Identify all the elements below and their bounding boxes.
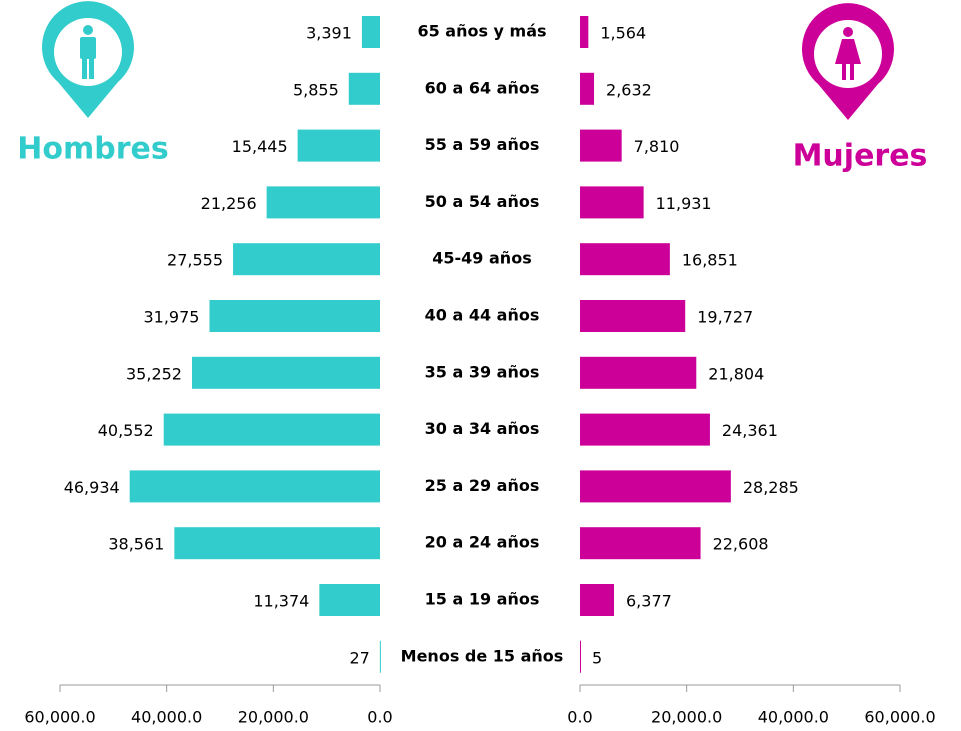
bar: [580, 584, 615, 616]
x-tick-label: 0.0: [367, 708, 392, 727]
bar: [580, 16, 589, 48]
value-label: 22,608: [713, 535, 769, 554]
value-label: 6,377: [626, 592, 672, 611]
bar: [580, 356, 697, 389]
x-tick-label: 40,000.0: [131, 708, 202, 727]
bar: [319, 584, 380, 616]
bar: [580, 640, 581, 673]
category-label: 40 a 44 años: [425, 306, 540, 325]
bar: [580, 186, 644, 219]
bar: [297, 129, 380, 162]
bar: [266, 186, 380, 219]
series-label: Hombres: [17, 132, 168, 167]
value-label: 40,552: [98, 421, 154, 440]
x-tick-label: 0.0: [567, 708, 592, 727]
value-label: 15,445: [232, 137, 288, 156]
value-label: 27: [349, 648, 369, 667]
category-label: 25 a 29 años: [425, 476, 540, 495]
bar: [163, 413, 380, 446]
category-label: 55 a 59 años: [425, 135, 540, 154]
value-label: 11,931: [656, 194, 712, 213]
category-label: 45-49 años: [432, 249, 531, 268]
bar: [580, 527, 701, 560]
bar: [129, 470, 380, 503]
bar: [580, 470, 731, 503]
value-label: 3,391: [306, 24, 352, 43]
x-tick-label: 20,000.0: [238, 708, 309, 727]
bar: [580, 300, 686, 332]
category-label: 15 a 19 años: [425, 590, 540, 609]
value-label: 21,256: [201, 194, 257, 213]
bar: [580, 129, 622, 162]
bar: [379, 640, 381, 673]
value-label: 28,285: [743, 478, 799, 497]
value-label: 7,810: [634, 137, 680, 156]
value-label: 19,727: [697, 308, 753, 327]
value-label: 27,555: [167, 251, 223, 270]
bar: [174, 527, 380, 560]
female-pin: [802, 3, 895, 120]
series-label: Mujeres: [793, 139, 928, 174]
category-label: Menos de 15 años: [401, 646, 564, 665]
value-label: 21,804: [708, 364, 764, 383]
bar: [580, 413, 710, 446]
bar: [580, 243, 670, 276]
value-label: 1,564: [600, 24, 646, 43]
category-label: 35 a 39 años: [425, 362, 540, 381]
male-pin: [42, 1, 134, 119]
bar: [580, 72, 595, 105]
value-label: 35,252: [126, 364, 182, 383]
value-label: 24,361: [722, 421, 778, 440]
category-label: 20 a 24 años: [425, 533, 540, 552]
value-label: 38,561: [108, 535, 164, 554]
value-label: 16,851: [682, 251, 738, 270]
category-label: 65 años y más: [417, 22, 546, 41]
category-label: 60 a 64 años: [425, 78, 540, 97]
category-label: 30 a 34 años: [425, 419, 540, 438]
value-label: 2,632: [606, 80, 652, 99]
x-tick-label: 60,000.0: [864, 708, 935, 727]
value-label: 11,374: [253, 592, 309, 611]
bar: [348, 72, 380, 105]
x-tick-label: 60,000.0: [24, 708, 95, 727]
value-label: 5: [592, 648, 602, 667]
bar: [233, 243, 380, 276]
x-tick-label: 20,000.0: [651, 708, 722, 727]
value-label: 31,975: [143, 308, 199, 327]
bar: [209, 300, 380, 332]
value-label: 5,855: [293, 80, 339, 99]
bar: [191, 356, 380, 389]
x-tick-label: 40,000.0: [758, 708, 829, 727]
category-label: 50 a 54 años: [425, 192, 540, 211]
value-label: 46,934: [64, 478, 120, 497]
bar: [361, 16, 380, 48]
